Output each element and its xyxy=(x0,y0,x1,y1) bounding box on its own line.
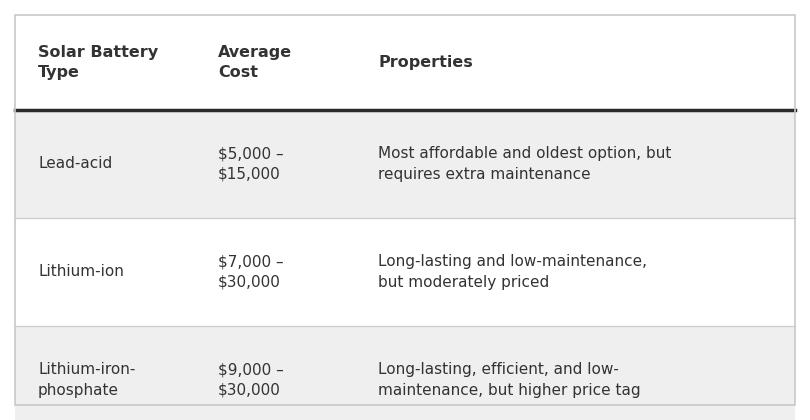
Text: $9,000 –
$30,000: $9,000 – $30,000 xyxy=(218,362,284,398)
Text: Lead-acid: Lead-acid xyxy=(38,157,113,171)
Bar xyxy=(15,110,795,218)
Bar xyxy=(15,218,795,326)
Text: Average
Cost: Average Cost xyxy=(218,45,292,80)
Text: Solar Battery
Type: Solar Battery Type xyxy=(38,45,158,80)
Text: Properties: Properties xyxy=(378,55,473,70)
Text: Lithium-ion: Lithium-ion xyxy=(38,265,124,279)
Text: $5,000 –
$15,000: $5,000 – $15,000 xyxy=(218,146,284,182)
Bar xyxy=(15,326,795,420)
Text: Long-lasting and low-maintenance,
but moderately priced: Long-lasting and low-maintenance, but mo… xyxy=(378,254,647,290)
Bar xyxy=(15,15,795,110)
Text: Most affordable and oldest option, but
requires extra maintenance: Most affordable and oldest option, but r… xyxy=(378,146,671,182)
Text: Long-lasting, efficient, and low-
maintenance, but higher price tag: Long-lasting, efficient, and low- mainte… xyxy=(378,362,641,398)
Text: $7,000 –
$30,000: $7,000 – $30,000 xyxy=(218,254,284,290)
Text: Lithium-iron-
phosphate: Lithium-iron- phosphate xyxy=(38,362,135,398)
